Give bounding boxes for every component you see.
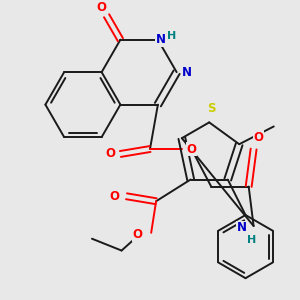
Text: N: N [182,66,191,79]
Text: O: O [110,190,120,203]
Text: H: H [167,31,176,41]
Text: O: O [132,228,142,241]
Text: N: N [156,33,166,46]
Text: O: O [106,148,116,160]
Text: S: S [207,102,215,115]
Text: O: O [254,131,263,144]
Text: O: O [97,1,107,14]
Text: H: H [247,235,256,245]
Text: O: O [186,142,197,155]
Text: N: N [237,221,247,235]
